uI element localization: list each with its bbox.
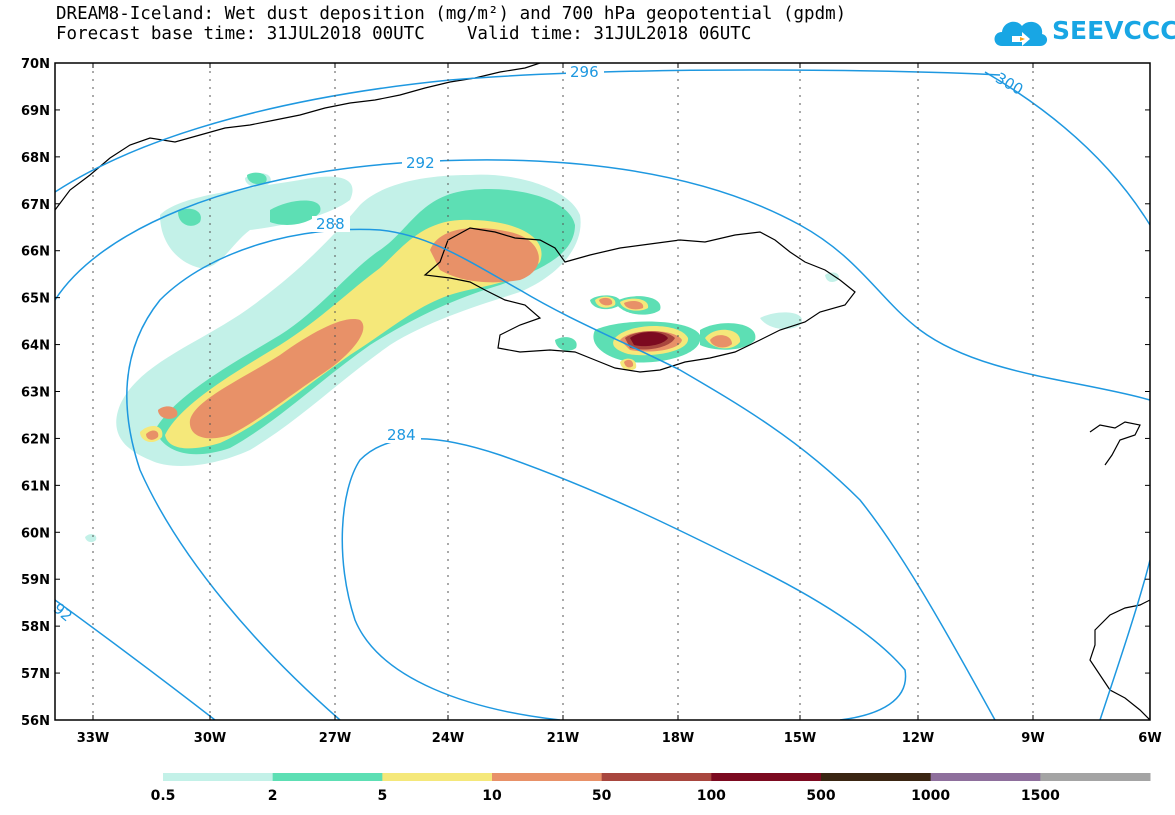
latitude-label: 63N	[21, 386, 50, 401]
legend-swatch	[492, 773, 603, 781]
legend-swatch	[601, 773, 712, 781]
longitude-label: 9W	[1021, 731, 1044, 746]
longitude-label: 18W	[662, 731, 694, 746]
contour-label-92: 92	[50, 599, 76, 625]
latitude-label: 68N	[21, 151, 50, 166]
longitude-label: 15W	[784, 731, 816, 746]
legend-swatch	[382, 773, 493, 781]
legend-label: 10	[482, 788, 502, 804]
dust-shade-south-orange-3	[710, 335, 732, 348]
contour-label-284: 284	[387, 426, 416, 444]
graticule	[92, 63, 1034, 720]
dust-shade-orange	[189, 319, 364, 439]
latitude-label: 70N	[21, 57, 50, 72]
iceland-coastline	[423, 227, 856, 373]
longitude-label: 12W	[902, 731, 934, 746]
scotland-coastline	[1089, 599, 1150, 720]
cloud-icon	[994, 21, 1048, 46]
longitude-label: 33W	[77, 731, 109, 746]
axis-ticks	[55, 62, 1151, 721]
contour-284	[341, 438, 907, 720]
contour-292-south	[55, 599, 216, 720]
dust-shade-west-light	[85, 534, 97, 543]
map-title: DREAM8-Iceland: Wet dust deposition (mg/…	[56, 4, 847, 24]
legend-label: 0.5	[151, 788, 176, 804]
contour-label-296: 296	[570, 63, 599, 81]
greenland-coastline	[55, 63, 541, 211]
dust-shade-orange-2	[430, 227, 539, 283]
legend-swatch	[272, 773, 383, 781]
dust-shade-orange-spot-2	[158, 406, 178, 419]
dust-shade-south-orange-5	[624, 359, 634, 368]
dust-shade-east-light	[825, 272, 839, 283]
latitude-label: 67N	[21, 198, 50, 213]
legend-label: 100	[697, 788, 726, 804]
contour-296	[55, 69, 1001, 193]
longitude-labels: 33W 30W 27W 24W 21W 18W 15W 12W 9W 6W	[77, 731, 1162, 746]
latitude-label: 66N	[21, 245, 50, 260]
legend-label: 2	[268, 788, 278, 804]
dust-deposition-field	[85, 172, 839, 543]
dust-shade-green-3	[178, 208, 201, 226]
faroe-coastline	[1089, 421, 1141, 466]
longitude-label: 24W	[432, 731, 464, 746]
dust-shade-south-orange	[599, 297, 613, 306]
contour-label-292: 292	[406, 154, 435, 172]
latitude-label: 56N	[21, 714, 50, 729]
legend-swatch	[930, 773, 1041, 781]
legend-label: 500	[806, 788, 835, 804]
longitude-label: 21W	[547, 731, 579, 746]
latitude-label: 60N	[21, 526, 50, 541]
seevccc-logo: SEEVCCC	[990, 12, 1175, 52]
contour-labels: 296 300 292 288 284 92	[50, 63, 1027, 625]
legend-label: 50	[592, 788, 612, 804]
legend-label: 1500	[1021, 788, 1060, 804]
dust-shade-south-light-2	[555, 337, 577, 351]
latitude-label: 61N	[21, 479, 50, 494]
latitude-label: 62N	[21, 432, 50, 447]
legend-swatch	[711, 773, 822, 781]
latitude-label: 59N	[21, 573, 50, 588]
latitude-label: 69N	[21, 104, 50, 119]
contour-292	[55, 159, 1150, 401]
contour-label-288: 288	[316, 215, 345, 233]
dust-shade-orange-spot	[146, 430, 159, 440]
longitude-label: 27W	[319, 731, 351, 746]
logo-text: SEEVCCC	[1052, 16, 1175, 45]
contour-288	[126, 228, 996, 720]
legend-swatch	[821, 773, 932, 781]
latitude-label: 58N	[21, 620, 50, 635]
dust-shade-south-light	[760, 312, 802, 330]
latitude-label: 64N	[21, 339, 50, 354]
forecast-time-line: Forecast base time: 31JUL2018 00UTC Vali…	[56, 24, 752, 44]
legend-label: 5	[377, 788, 387, 804]
legend-swatch	[163, 773, 274, 781]
color-legend: 0.5 2 5 10 50 100 500 1000 1500	[151, 773, 1151, 804]
latitude-label: 65N	[21, 292, 50, 307]
latitude-label: 57N	[21, 667, 50, 682]
legend-label: 1000	[911, 788, 950, 804]
longitude-label: 30W	[194, 731, 226, 746]
longitude-label: 6W	[1138, 731, 1161, 746]
latitude-labels: 70N 69N 68N 67N 66N 65N 64N 63N 62N 61N 60N 59N 58N 5…	[21, 57, 50, 729]
legend-swatch	[1040, 773, 1151, 781]
geopotential-contours	[55, 69, 1150, 720]
dust-shade-south-maroon	[630, 332, 668, 347]
dust-shade-south-orange-2	[624, 300, 644, 310]
contour-300	[984, 71, 1150, 226]
dust-shade-green-4	[247, 172, 267, 185]
contour-east	[1099, 559, 1150, 720]
dust-shade-green-2	[270, 200, 321, 225]
